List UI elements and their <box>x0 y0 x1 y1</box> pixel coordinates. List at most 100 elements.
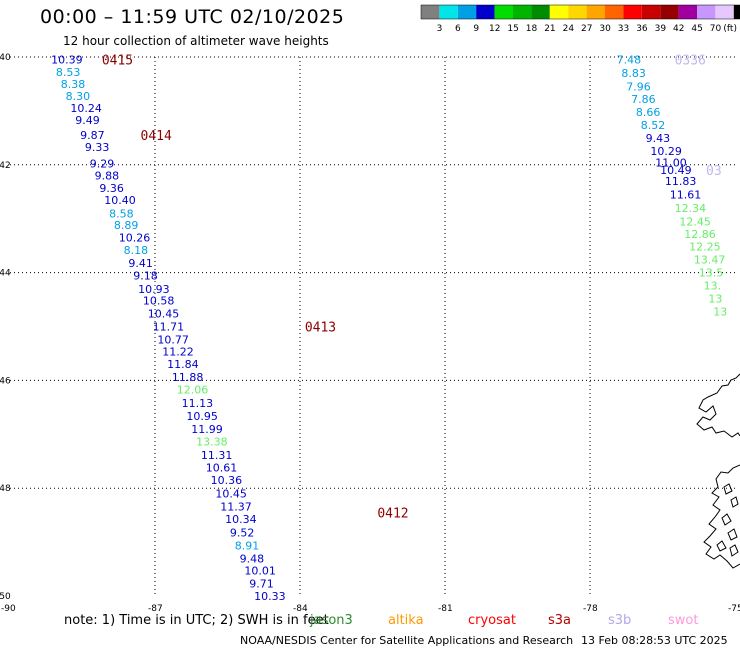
swh-value: 13.38 <box>196 435 228 448</box>
page-subtitle: 12 hour collection of altimeter wave hei… <box>63 34 329 48</box>
swh-value: 10.61 <box>206 462 238 475</box>
colorbar-swatch <box>715 5 734 19</box>
colorbar-swatch <box>660 5 679 19</box>
pass-label: 0336 <box>675 54 706 69</box>
swh-value: 10.45 <box>215 488 247 501</box>
pass-label: 0415 <box>102 54 133 69</box>
satellite-label: altika <box>388 613 424 628</box>
swh-value: 8.52 <box>641 119 666 132</box>
swh-value: 10.49 <box>660 164 692 177</box>
colorbar-label: 24 <box>563 24 575 34</box>
x-tick-label: -78 <box>583 604 598 614</box>
y-tick-label: -40 <box>0 53 11 63</box>
y-tick-label: -44 <box>0 269 11 279</box>
swh-value: 8.83 <box>621 67 646 80</box>
colorbar-swatch <box>641 5 661 19</box>
colorbar-swatch <box>476 5 495 19</box>
swh-value: 12.45 <box>679 215 711 228</box>
pass-label: 0412 <box>377 506 408 521</box>
swh-value: 9.41 <box>128 257 153 270</box>
colorbar-unit: (ft) <box>723 24 737 34</box>
y-tick-label: -48 <box>0 484 11 494</box>
y-tick-label: -46 <box>0 376 11 386</box>
swh-value: 10.33 <box>254 590 285 603</box>
colorbar-label: 3 <box>437 24 443 34</box>
swh-value: 8.53 <box>56 66 81 79</box>
swh-value: 9.49 <box>75 114 100 127</box>
page-title: 00:00 – 11:59 UTC 02/10/2025 <box>40 6 345 28</box>
swh-value: 10.58 <box>143 295 175 308</box>
colorbar-swatch <box>439 5 458 19</box>
swh-value: 13.47 <box>694 254 726 267</box>
swh-value: 9.29 <box>90 158 115 171</box>
swh-value: 8.66 <box>636 106 661 119</box>
colorbar-swatch <box>586 5 605 19</box>
swh-value: 7.86 <box>631 93 656 106</box>
colorbar-swatch <box>457 5 477 19</box>
swh-value: 11.00 <box>655 157 687 170</box>
x-tick-label: -75 <box>728 604 740 614</box>
swh-value: 11.31 <box>201 449 233 462</box>
swh-value: 9.52 <box>230 526 255 539</box>
map-grid: -90 -87 -84 -81 -78 -75 -40 -42 -44 -46 -48 -50 <box>0 53 740 614</box>
swh-value: 11.22 <box>162 345 194 358</box>
x-tick-label: -81 <box>438 604 453 614</box>
swh-value: 10.40 <box>104 194 136 207</box>
swh-value: 12.34 <box>675 202 707 215</box>
colorbar-swatch <box>697 5 716 19</box>
colorbar-swatch <box>513 5 532 19</box>
colorbar-label: 18 <box>526 24 538 34</box>
updated-timestamp: 13 Feb 08:28:53 UTC 2025 <box>581 634 728 647</box>
swh-value: 12.25 <box>689 241 721 254</box>
swh-value: 11.99 <box>191 423 223 436</box>
swh-value: 12.86 <box>684 228 716 241</box>
colorbar-swatch <box>549 5 569 19</box>
pass-label: 03 <box>706 164 722 179</box>
colorbar-legend: 3 6 9 12 15 18 21 24 27 30 33 36 39 42 45 70 (ft) <box>420 4 740 34</box>
colorbar-label: 36 <box>636 24 648 34</box>
y-tick-label: -50 <box>0 592 11 602</box>
x-tick-label: -84 <box>293 604 308 614</box>
swh-value: 13 <box>713 305 727 318</box>
swh-value: 10.39 <box>51 54 82 67</box>
colorbar-label: 70 <box>710 24 722 34</box>
swh-readings: 10.398.538.388.3010.249.499.879.339.299.… <box>51 54 727 603</box>
credit-line: NOAA/NESDIS Center for Satellite Applica… <box>240 634 574 647</box>
swh-value: 9.33 <box>85 141 110 154</box>
swh-value: 11.37 <box>220 501 252 514</box>
swh-value: 10.95 <box>186 410 218 423</box>
colorbar-label: 39 <box>655 24 667 34</box>
swh-value: 7.96 <box>626 81 651 94</box>
swh-value: 9.88 <box>95 170 120 183</box>
swh-value: 10.77 <box>157 333 189 346</box>
colorbar-label: 15 <box>507 24 518 34</box>
satellite-label: jason3 <box>310 613 353 628</box>
pass-label: 0414 <box>141 129 172 144</box>
swh-value: 10.93 <box>138 283 170 296</box>
colorbar-label: 42 <box>673 24 684 34</box>
satellite-label: cryosat <box>468 613 516 628</box>
swh-value: 11.13 <box>182 397 214 410</box>
satellite-label: s3b <box>608 613 632 628</box>
colorbar-swatch <box>568 5 587 19</box>
pass-label: 0413 <box>305 321 336 336</box>
swh-value: 10.36 <box>211 474 243 487</box>
colorbar-label: 21 <box>544 24 555 34</box>
colorbar-label: 33 <box>618 24 629 34</box>
swh-value: 8.58 <box>109 207 134 220</box>
colorbar-swatch <box>421 5 440 19</box>
swh-value: 8.38 <box>61 78 86 91</box>
swh-value: 9.36 <box>99 182 124 195</box>
colorbar-label: 27 <box>581 24 592 34</box>
swh-value: 7.48 <box>617 54 642 67</box>
swh-value: 10.24 <box>70 102 102 115</box>
swh-value: 9.43 <box>646 132 671 145</box>
swh-value: 9.48 <box>240 552 264 565</box>
usage-note: note: 1) Time is in UTC; 2) SWH is in fe… <box>64 613 329 628</box>
colorbar-label: 12 <box>489 24 500 34</box>
swh-value: 13 <box>708 292 722 305</box>
colorbar-label: 30 <box>599 24 611 34</box>
swh-value: 9.71 <box>249 578 274 591</box>
swh-value: 11.88 <box>172 371 204 384</box>
swh-value: 10.45 <box>148 308 180 321</box>
